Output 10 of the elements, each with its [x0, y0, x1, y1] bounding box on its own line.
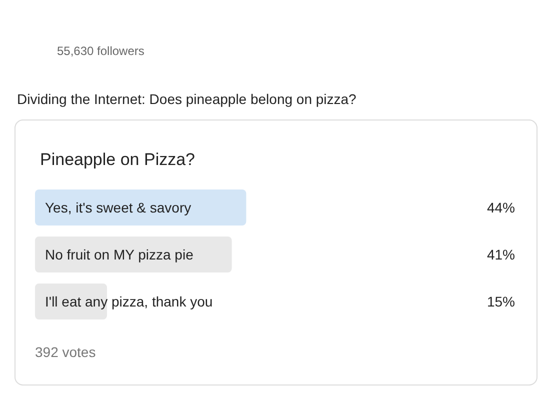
text: 392 votes [35, 344, 96, 360]
data-label: 41% [486, 246, 515, 262]
data-label: 44% [486, 200, 515, 216]
text: 55,630 followers [57, 44, 144, 58]
chart-title: Pineapple on Pizza? [40, 150, 196, 169]
text: Dividing the Internet: Does pineapple belong on pizza? [17, 91, 357, 107]
y-tick-label: Yes, it's sweet & savory [45, 200, 192, 216]
y-tick-label: I'll eat any pizza, thank you [45, 294, 213, 310]
y-tick-label: No fruit on MY pizza pie [45, 246, 194, 262]
data-label: 15% [486, 294, 515, 310]
